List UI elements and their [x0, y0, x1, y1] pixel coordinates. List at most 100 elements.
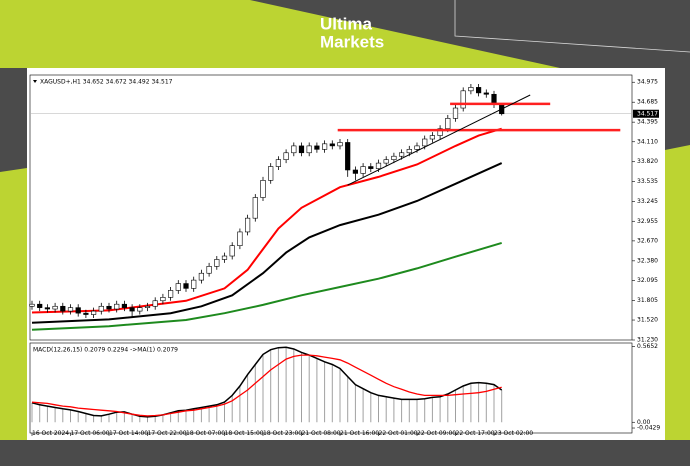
candle-body — [144, 305, 151, 308]
candle-body — [52, 305, 58, 310]
candle-body — [183, 283, 189, 289]
candle-body — [321, 143, 328, 150]
candle-body — [475, 87, 482, 94]
chart-panel — [27, 68, 665, 440]
candle-body — [452, 107, 459, 119]
candle-body — [260, 180, 266, 198]
y-tick-label: 32.380 — [637, 257, 658, 264]
decoration — [454, 0, 690, 53]
signal-line — [31, 354, 502, 417]
y-tick-label: 34.110 — [637, 138, 658, 145]
candle-body — [29, 303, 35, 307]
y-tick-label: 32.095 — [637, 277, 658, 284]
accent-band — [665, 145, 690, 440]
y-tick-label: 31.230 — [637, 337, 658, 344]
y-tick-label: -0.0429 — [637, 425, 660, 432]
candle-body — [275, 159, 282, 167]
last-price-label: 34.517 — [637, 110, 658, 117]
candle-body — [483, 92, 489, 95]
candle-body — [298, 145, 305, 154]
candle-body — [437, 128, 443, 136]
x-tick-label: 22 Oct 09:00 — [417, 430, 456, 437]
candle-body — [221, 255, 228, 260]
x-tick-label: 21 Oct 08:00 — [302, 430, 341, 437]
candle-body — [160, 297, 166, 302]
x-tick-label: 18 Oct 23:00 — [263, 430, 302, 437]
candle-body — [406, 149, 412, 154]
candle-body — [245, 217, 251, 233]
chart-header: XAGUSD+,H1 34.652 34.672 34.492 34.517 — [40, 79, 173, 86]
candle-body — [129, 307, 135, 312]
candle-body — [398, 152, 405, 157]
candle-body — [91, 310, 97, 315]
candle-body — [337, 142, 343, 147]
candle-body — [137, 307, 143, 312]
y-tick-label: 31.520 — [637, 317, 658, 324]
last-price-box — [633, 109, 659, 118]
candle-body — [83, 312, 89, 315]
x-tick-label: 23 Oct 02:00 — [494, 430, 533, 437]
x-tick-label: 16 Oct 2024 — [32, 430, 69, 437]
candle-body — [329, 143, 335, 147]
x-tick-label: 22 Oct 17:00 — [456, 430, 495, 437]
candle-body — [237, 231, 243, 247]
macd-frame — [29, 342, 633, 434]
candle-body — [375, 162, 382, 169]
candle-body — [206, 266, 212, 274]
y-tick-label: 34.975 — [637, 79, 658, 86]
candle-body — [383, 159, 389, 164]
accent-band — [0, 0, 560, 68]
x-tick-label: 17 Oct 06:00 — [71, 430, 110, 437]
x-tick-label: 18 Oct 15:00 — [225, 430, 264, 437]
candle-body — [460, 90, 466, 109]
brand-line: Markets — [320, 32, 384, 51]
menu-icon — [33, 80, 37, 83]
y-tick-label: 0.00 — [637, 419, 651, 426]
candle-body — [229, 245, 235, 257]
candle-body — [391, 155, 397, 160]
x-tick-label: 18 Oct 07:00 — [186, 430, 225, 437]
candle-body — [152, 300, 158, 307]
x-tick-label: 21 Oct 16:00 — [340, 430, 379, 437]
candle-body — [283, 152, 289, 160]
candle-body — [345, 142, 351, 171]
candle-body — [175, 283, 181, 291]
y-tick-label: 33.535 — [637, 178, 658, 185]
y-tick-label: 32.955 — [637, 218, 658, 225]
candle-body — [368, 166, 374, 169]
drawn-line — [347, 94, 531, 186]
candle-body — [60, 305, 66, 312]
candle-body — [75, 307, 81, 314]
candle-body — [414, 145, 420, 150]
y-tick-label: 32.670 — [637, 237, 658, 244]
candle-body — [291, 145, 297, 154]
candle-body — [252, 197, 258, 219]
candle-body — [314, 145, 320, 150]
price-frame — [29, 74, 633, 341]
y-tick-label: 34.685 — [637, 99, 658, 106]
candle-body — [114, 303, 120, 310]
candle-body — [44, 307, 50, 310]
candle-body — [37, 303, 43, 308]
accent-band — [0, 168, 27, 440]
candle-body — [191, 279, 197, 289]
candle-body — [198, 272, 205, 281]
candle-body — [268, 166, 274, 181]
moving-average — [31, 127, 502, 314]
y-tick-label: 31.805 — [637, 297, 658, 304]
y-tick-label: 0.5652 — [637, 343, 658, 350]
candle-body — [168, 290, 174, 298]
candle-body — [98, 305, 104, 312]
x-tick-label: 17 Oct 22:00 — [148, 430, 187, 437]
y-tick-label: 33.820 — [637, 158, 658, 165]
indicator-header: MACD(12,26,15) 0.2079 0.2294 ->MA(1) 0.2… — [33, 347, 178, 354]
moving-average — [31, 241, 502, 331]
x-tick-label: 17 Oct 14:00 — [109, 430, 148, 437]
candle-body — [106, 305, 112, 310]
candle-body — [468, 87, 474, 92]
candle-body — [306, 145, 312, 154]
candle-body — [360, 166, 366, 174]
moving-average — [31, 162, 503, 324]
candle-body — [214, 259, 220, 267]
